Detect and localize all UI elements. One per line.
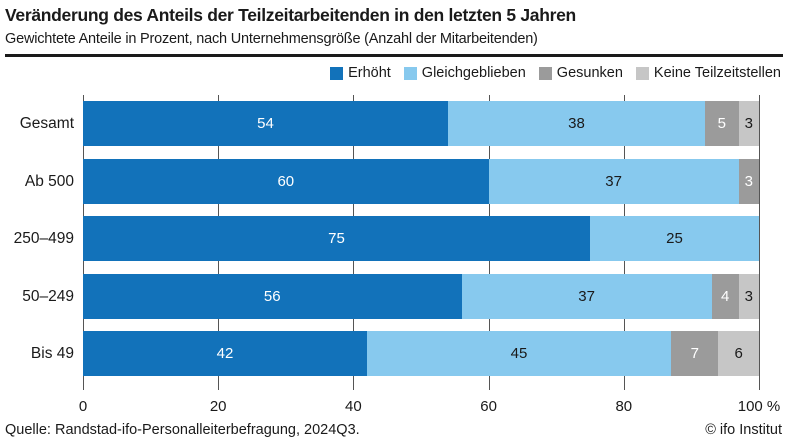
legend-item: Gesunken: [538, 65, 623, 81]
bar-value-label: 56: [263, 287, 281, 305]
x-tick-label: 0: [78, 398, 88, 415]
bar-value-label: 75: [328, 230, 345, 247]
bar-value-label: 3: [744, 115, 753, 132]
bar-value-label: 3: [744, 172, 753, 190]
bar-segment: 3: [738, 101, 759, 146]
header-divider: [5, 54, 783, 57]
bar-segment: 5: [704, 101, 739, 146]
bar-segment: 42: [83, 331, 367, 376]
legend-label: Gleichgeblieben: [421, 65, 526, 81]
x-tick-label: 80: [615, 398, 633, 415]
legend-label: Keine Teilzeitstellen: [653, 65, 781, 81]
bar-value-label: 54: [257, 115, 274, 132]
bar-segment: 4: [711, 273, 739, 319]
plot-area: 0 20 40 60 80 100 % Gesamt 54 38 5 3 Ab 500 60 37 3 250…: [14, 95, 780, 415]
bar-value-label: 38: [568, 115, 585, 132]
bar-row: 75 25: [83, 216, 759, 261]
bar-row: 56 37 4 3: [83, 273, 759, 319]
legend: Erhöht Gleichgeblieben Gesunken Keine Teilz…: [330, 65, 781, 81]
x-tick-label: 100 %: [737, 398, 781, 415]
bar-value-label: 25: [666, 230, 683, 247]
bar-segment: 60: [83, 158, 489, 204]
bar-row: 54 38 5 3: [83, 101, 759, 146]
bar-value-label: 6: [734, 345, 743, 362]
legend-item: Erhöht: [330, 65, 391, 81]
chart-title: Veränderung des Anteils der Teilzeitarbe…: [5, 5, 576, 25]
bar-segment: 7: [671, 331, 719, 376]
bar-segment: 3: [738, 273, 759, 319]
bar-segment: 45: [366, 331, 672, 376]
gridline: [759, 95, 760, 390]
bar-segment: 37: [488, 158, 739, 204]
legend-swatch-icon: [538, 66, 552, 80]
bar-segment: 6: [718, 331, 759, 376]
bar-value-label: 4: [721, 287, 730, 305]
x-tick-label: 40: [345, 398, 362, 415]
legend-item: Gleichgeblieben: [403, 65, 526, 81]
bar-value-label: 60: [277, 172, 295, 190]
bar-value-label: 42: [216, 345, 234, 362]
x-tick-label: 20: [209, 398, 227, 415]
legend-label: Gesunken: [556, 65, 623, 81]
bar-value-label: 3: [744, 287, 753, 305]
bar-value-label: 7: [690, 345, 699, 362]
bar-value-label: 37: [578, 287, 595, 305]
bar-row: 60 37 3: [83, 158, 759, 204]
bar-value-label: 37: [605, 172, 622, 190]
bar-segment: 54: [83, 101, 449, 146]
legend-swatch-icon: [330, 66, 344, 80]
category-label: Ab 500: [24, 172, 74, 190]
copyright-note: © ifo Institut: [705, 422, 782, 438]
bar-segment: 37: [461, 273, 712, 319]
legend-label: Erhöht: [348, 65, 391, 81]
bar-segment: 38: [448, 101, 705, 146]
bar-segment: 75: [83, 216, 590, 261]
category-label: Gesamt: [19, 115, 74, 132]
legend-swatch-icon: [635, 66, 649, 80]
category-label: 250–499: [13, 230, 74, 247]
category-label: Bis 49: [30, 345, 74, 362]
bar-segment: 25: [590, 216, 759, 261]
bar-segment: 3: [738, 158, 759, 204]
x-tick-label: 60: [480, 398, 497, 415]
category-label: 50–249: [22, 287, 74, 305]
chart-subtitle: Gewichtete Anteile in Prozent, nach Unte…: [5, 31, 538, 47]
bar-row: 42 45 7 6: [83, 331, 759, 376]
legend-item: Keine Teilzeitstellen: [635, 65, 781, 81]
bar-value-label: 45: [510, 345, 528, 362]
source-note: Quelle: Randstad-ifo-Personalleiterbefra…: [5, 422, 360, 438]
bar-value-label: 5: [717, 115, 726, 132]
legend-swatch-icon: [403, 66, 417, 80]
bar-segment: 56: [83, 273, 462, 319]
